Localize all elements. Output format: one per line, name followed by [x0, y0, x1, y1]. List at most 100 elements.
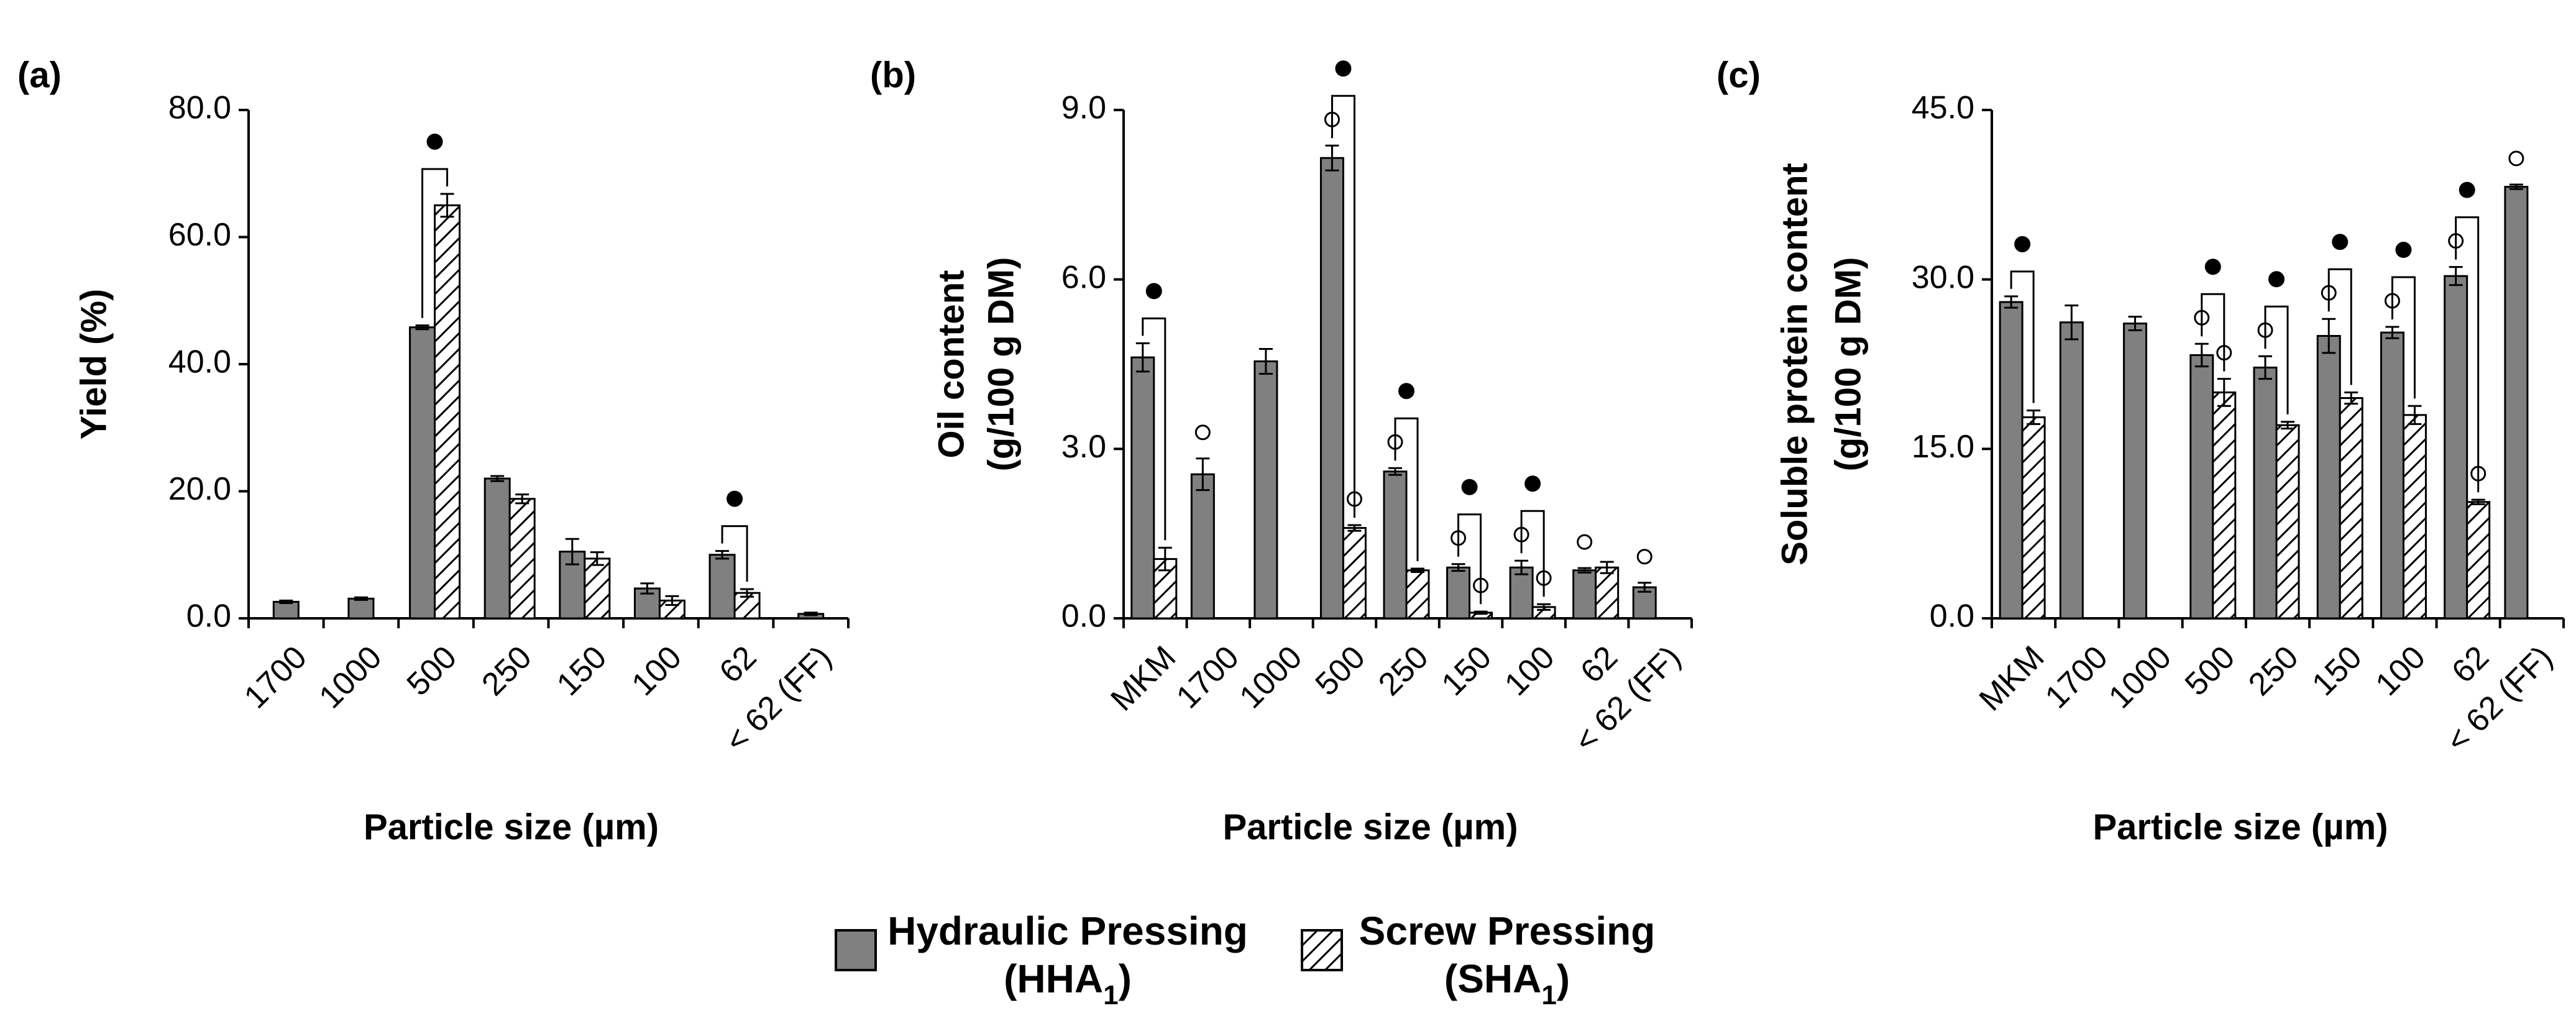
significance-bracket — [721, 525, 748, 582]
x-tick-label: 500 — [400, 639, 464, 702]
x-tick-label: MKM — [1104, 639, 1183, 718]
bar-hydraulic — [2059, 321, 2084, 620]
bar-hydraulic — [2253, 366, 2278, 620]
y-tick-label: 20.0 — [168, 471, 231, 507]
x-tick-label: 150 — [1435, 639, 1498, 702]
panel-c-soluble-protein-chart: (c) Soluble protein content (g/100 g DM) 0.… — [1717, 55, 2565, 847]
legend-hydraulic-label-line2: (HHA1) — [1004, 956, 1132, 1010]
y-tick-label: 40.0 — [168, 344, 231, 380]
bar-screw — [584, 557, 611, 620]
x-tick-label: 1700 — [1170, 639, 1246, 715]
significance-dot — [2268, 271, 2285, 288]
x-tick-label: 100 — [625, 639, 689, 702]
significance-bracket — [2201, 293, 2225, 372]
legend-screw-swatch — [1301, 929, 1343, 971]
bar-screw — [2021, 416, 2046, 620]
bar-screw — [1595, 566, 1620, 620]
open-circle-marker — [1194, 424, 1211, 441]
significance-dot — [2014, 236, 2031, 252]
x-tick-label: 150 — [2305, 639, 2368, 702]
significance-dot — [1461, 479, 1478, 495]
y-tick-label: 0.0 — [1061, 598, 1106, 634]
x-tick-label: 1000 — [2102, 639, 2178, 715]
x-tick-label: 150 — [550, 639, 613, 702]
panel-b-oil-content-chart: (b) Oil content (g/100 g DM) 0.0 3.0 6.0 9.0 MK… — [870, 55, 1693, 847]
legend-screw-label-line1: Screw Pressing — [1359, 909, 1656, 953]
bar-screw — [1342, 527, 1367, 620]
significance-bracket — [1142, 317, 1167, 541]
bar-hydraulic — [409, 326, 436, 620]
y-axis-title: Oil content — [931, 270, 971, 459]
bar-hydraulic — [2380, 331, 2404, 620]
open-circle-marker — [2508, 150, 2524, 167]
bar-hydraulic — [2189, 354, 2214, 620]
significance-dot — [1335, 60, 1352, 77]
open-circle-marker — [1577, 534, 1593, 550]
x-tick-label: 1000 — [1233, 639, 1309, 715]
panel-label: (b) — [870, 55, 916, 95]
x-tick-label: 1700 — [2038, 639, 2115, 715]
legend-hydraulic-swatch — [835, 929, 877, 971]
significance-dot — [2459, 181, 2475, 198]
significance-dot — [1398, 383, 1414, 400]
significance-dot — [2395, 242, 2412, 259]
y-tick-label: 45.0 — [1912, 90, 1974, 126]
significance-bracket — [2010, 270, 2035, 403]
bar-hydraulic — [484, 477, 511, 620]
x-tick-label: 500 — [1309, 639, 1372, 702]
y-axis-title: Soluble protein content — [1774, 163, 1815, 566]
legend: Hydraulic Pressing (HHA1) Screw Pressing… — [835, 909, 1656, 1010]
y-tick-label: 3.0 — [1061, 429, 1106, 465]
x-tick-label: 62 — [713, 639, 764, 690]
significance-bracket — [1520, 510, 1545, 597]
significance-bracket — [2455, 216, 2480, 493]
y-tick-label: 30.0 — [1912, 259, 1974, 295]
significance-bracket — [1331, 94, 1355, 518]
significance-dot — [2204, 259, 2221, 275]
bar-hydraulic — [2316, 335, 2341, 620]
legend-hydraulic-subscript: 1 — [1103, 980, 1118, 1010]
significance-bracket — [421, 168, 449, 318]
bar-hydraulic — [2123, 323, 2148, 620]
legend-screw-subscript: 1 — [1541, 980, 1556, 1010]
bar-hydraulic — [1383, 470, 1408, 620]
y-axis-title: (g/100 g DM) — [1828, 257, 1868, 472]
x-axis-title: Particle size (µm) — [2092, 807, 2388, 847]
y-tick-label: 0.0 — [186, 598, 231, 634]
significance-dot — [727, 490, 743, 507]
panel-label: (c) — [1717, 55, 1761, 95]
legend-hydraulic-label-line1: Hydraulic Pressing — [887, 909, 1248, 953]
x-tick-label: 62 — [2445, 639, 2496, 690]
bar-screw — [1405, 569, 1430, 620]
open-circle-marker — [1636, 549, 1652, 565]
y-tick-label: 60.0 — [168, 217, 231, 253]
x-tick-label: 100 — [1498, 639, 1561, 702]
bar-screw — [2402, 414, 2427, 620]
x-tick-label: 500 — [2178, 639, 2242, 702]
bar-screw — [2466, 501, 2491, 620]
significance-dot — [426, 133, 443, 150]
bar-screw — [434, 204, 461, 620]
significance-bracket — [2391, 276, 2416, 399]
y-axis-title: Yield (%) — [73, 289, 114, 440]
x-tick-label: 250 — [475, 639, 538, 702]
x-tick-label: MKM — [1973, 639, 2051, 718]
panel-label: (a) — [17, 55, 62, 95]
bar-hydraulic — [1446, 566, 1471, 620]
significance-bracket — [2327, 268, 2352, 385]
bar-hydraulic — [1319, 157, 1344, 620]
y-tick-label: 80.0 — [168, 90, 231, 126]
bar-hydraulic — [1254, 360, 1278, 620]
bar-screw — [658, 599, 685, 620]
x-tick-label: 250 — [1372, 639, 1435, 702]
y-tick-label: 0.0 — [1930, 598, 1974, 634]
x-axis-title: Particle size (µm) — [1222, 807, 1518, 847]
significance-dot — [1524, 475, 1541, 492]
significance-dot — [2332, 234, 2349, 250]
bar-hydraulic — [272, 600, 300, 620]
x-axis-title: Particle size (µm) — [364, 807, 659, 847]
significance-bracket — [2264, 305, 2289, 415]
significance-bracket — [1394, 417, 1419, 562]
y-tick-label: 6.0 — [1061, 259, 1106, 295]
